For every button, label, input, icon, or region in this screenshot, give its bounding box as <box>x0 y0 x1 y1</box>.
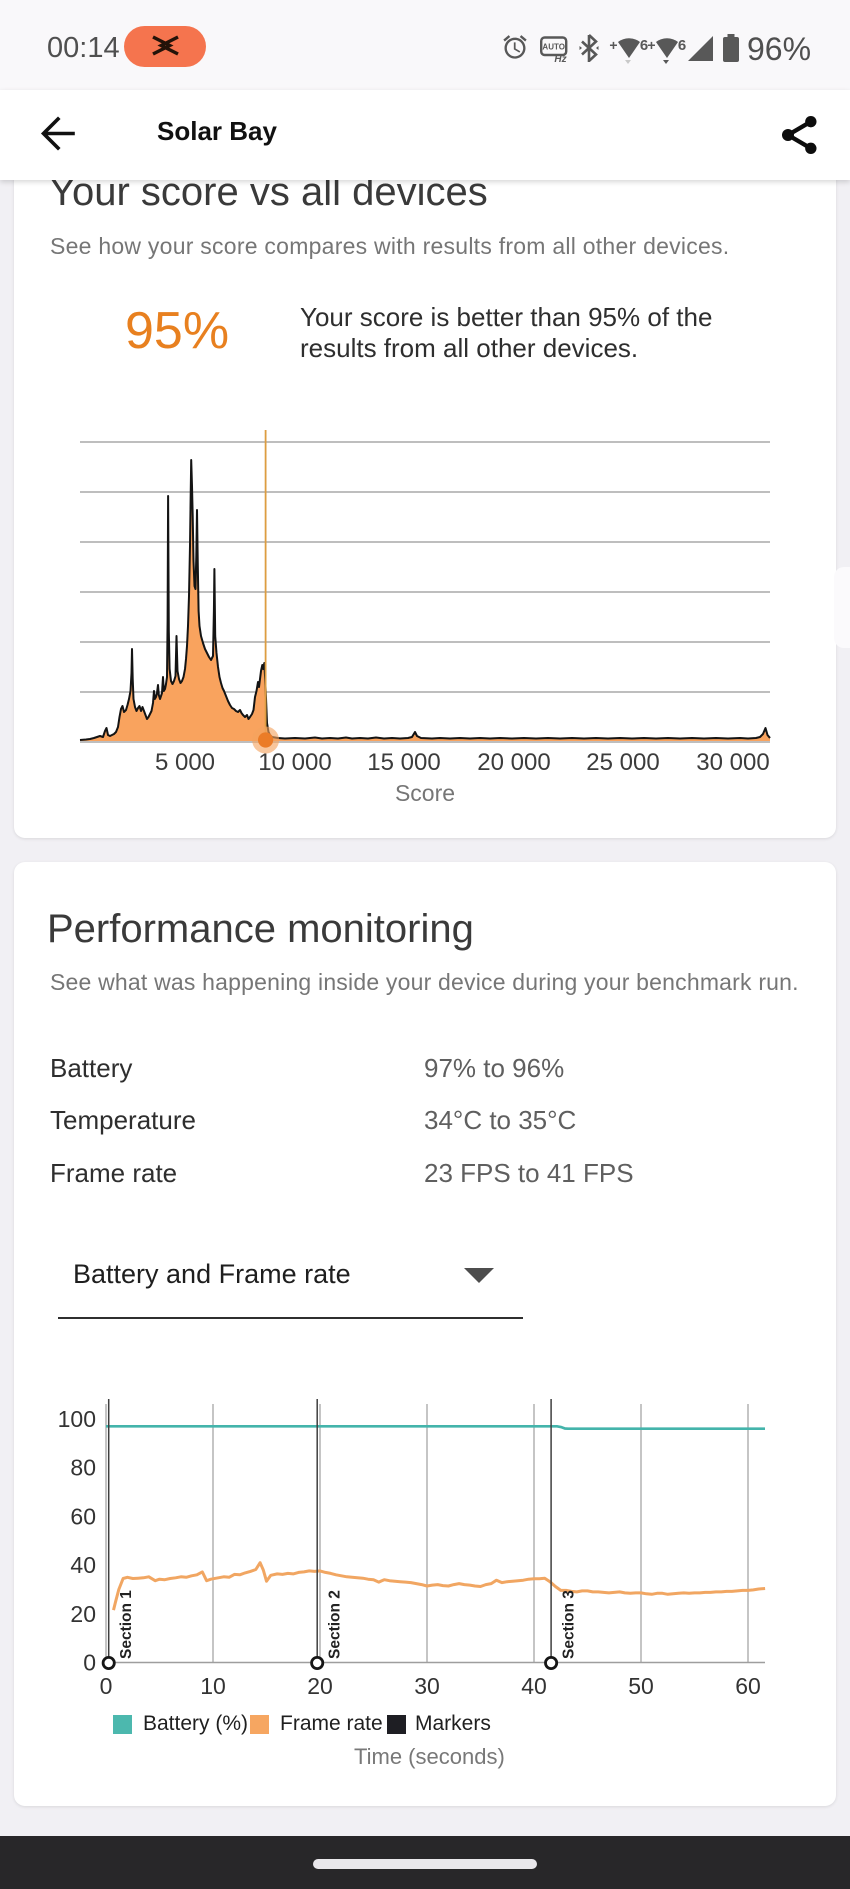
svg-text:+: + <box>609 37 617 53</box>
svg-text:80: 80 <box>70 1455 96 1481</box>
svg-text:40: 40 <box>521 1673 547 1699</box>
svg-text:30 000: 30 000 <box>696 749 769 776</box>
svg-text:25 000: 25 000 <box>586 749 659 776</box>
svg-text:15 000: 15 000 <box>367 749 440 776</box>
svg-text:60: 60 <box>70 1503 96 1529</box>
svg-text:0: 0 <box>83 1650 96 1676</box>
svg-text:AUTO: AUTO <box>542 43 565 52</box>
svg-text:60: 60 <box>735 1673 761 1699</box>
svg-text:6: 6 <box>678 37 686 54</box>
svg-text:30: 30 <box>414 1673 440 1699</box>
svg-text:Score: Score <box>395 780 455 806</box>
svg-text:Hz: Hz <box>554 54 566 63</box>
svg-text:0: 0 <box>100 1673 113 1699</box>
svg-text:Section 3: Section 3 <box>561 1590 578 1659</box>
svg-text:20: 20 <box>70 1601 96 1627</box>
svg-text:Section 1: Section 1 <box>118 1590 135 1659</box>
svg-text:10 000: 10 000 <box>258 749 331 776</box>
svg-text:10: 10 <box>200 1673 226 1699</box>
svg-text:+: + <box>647 37 655 53</box>
svg-text:6: 6 <box>640 37 648 54</box>
svg-text:40: 40 <box>70 1552 96 1578</box>
svg-text:20: 20 <box>307 1673 333 1699</box>
svg-text:20 000: 20 000 <box>477 749 550 776</box>
svg-text:Section 2: Section 2 <box>327 1590 344 1659</box>
svg-text:100: 100 <box>58 1406 96 1432</box>
svg-text:5 000: 5 000 <box>155 749 215 776</box>
svg-text:50: 50 <box>628 1673 654 1699</box>
